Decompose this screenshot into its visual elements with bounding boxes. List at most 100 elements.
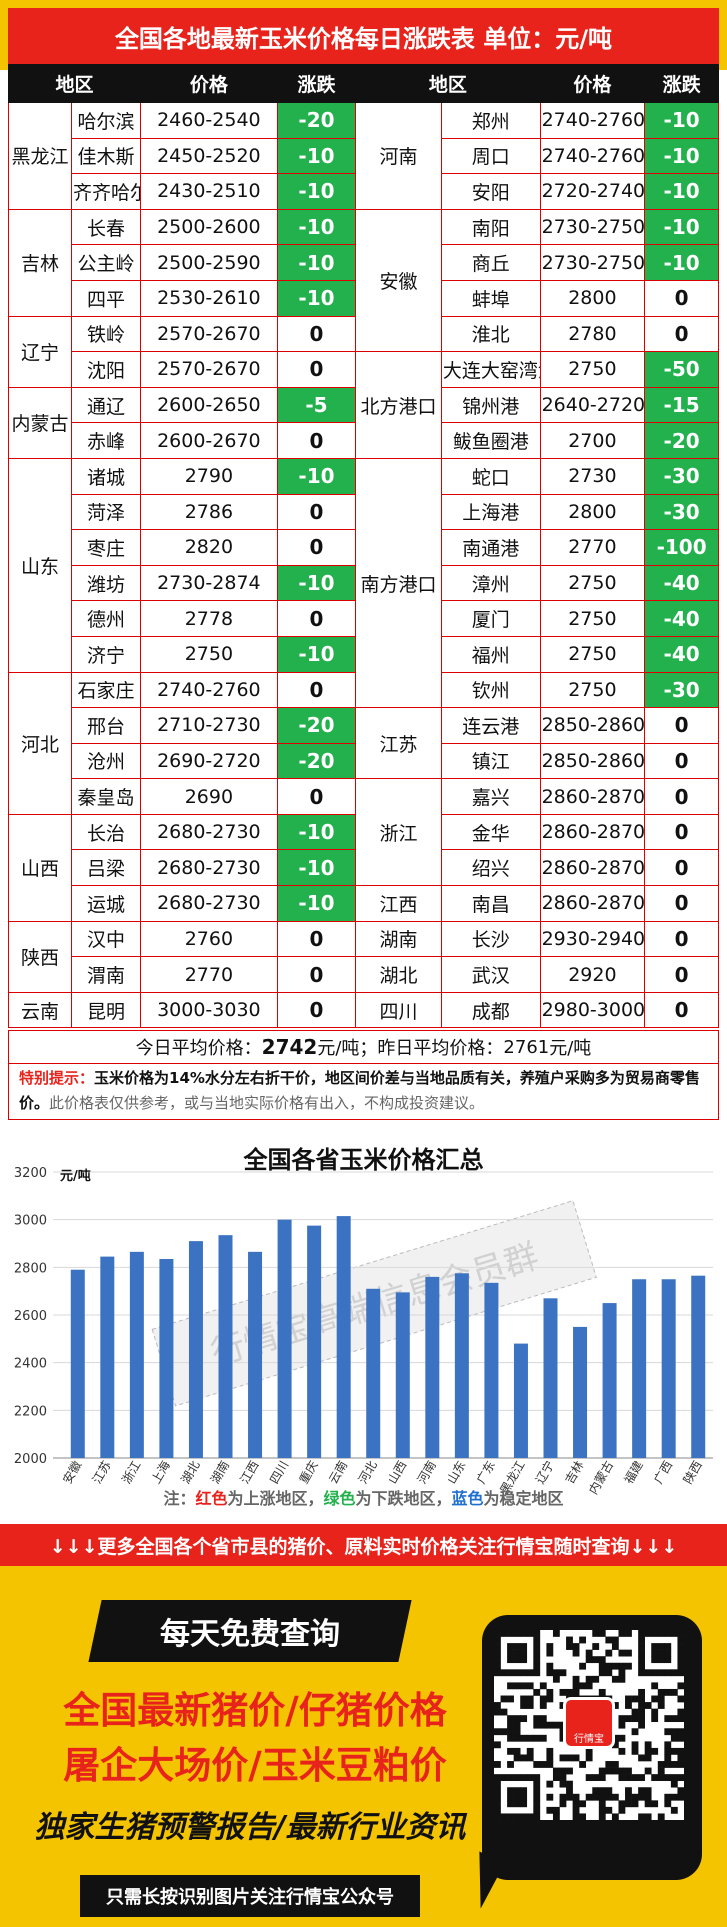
change-cell: -10 [276,813,357,851]
qr-module [533,1734,541,1742]
price-cell: 2850-2860 [539,707,646,744]
qr-module [598,1813,606,1821]
price-cell: 2980-3000 [539,991,646,1029]
qr-code-pattern [494,1630,685,1821]
table-row: 河北 石家庄 2740-2760 0 钦州 2750 -30 [7,671,719,815]
qr-module [651,1708,659,1716]
change-cell: -10 [276,244,357,281]
table-row: 邢台 2710-2730 -20 江苏 连云港 2850-2860 0 [9,707,719,780]
chart-bar [159,1258,174,1458]
qr-module [566,1793,573,1801]
price-cell: 2750 [539,635,646,673]
change-cell: 0 [644,315,719,353]
change-cell: -100 [644,529,719,566]
qr-module [566,1688,573,1696]
qr-module [520,1774,528,1781]
qr-module [507,1761,514,1768]
qr-module [638,1636,645,1644]
change-cell: 0 [644,956,719,993]
table-row: 内蒙古 通辽 2600-2650 -5 锦州港 2640-2720 -15 [7,386,719,459]
qr-module [494,1806,501,1814]
qr-module [631,1715,639,1723]
qr-module [631,1793,639,1801]
change-cell: -20 [276,707,357,744]
chart-bar [188,1241,203,1458]
qr-module [579,1761,587,1768]
chart-bar [129,1251,144,1458]
yesterday-avg-value: 2761 [503,1036,550,1058]
change-cell: -30 [644,457,719,495]
chart-bar [602,1303,617,1458]
price-cell: 2740-2760 [140,671,278,709]
qr-module [644,1630,652,1637]
qr-module [618,1669,626,1677]
region-cell: 山西 [7,813,73,922]
note-t3: 为稳定地区 [483,1489,564,1508]
city-cell: 赤峰 [71,422,141,459]
table-row: 黑龙江 哈尔滨 2460-2540 -20 河南 郑州 2740-2760 -10 [7,102,719,210]
city-cell: 汉中 [71,920,141,958]
qr-module [513,1649,521,1657]
qr-module [552,1630,560,1637]
qr-module [670,1747,678,1755]
qr-module [572,1688,580,1696]
table-row: 济宁 2750 -10 福州 2750 -40 [9,635,719,673]
qr-module [598,1800,606,1808]
qr-module [539,1721,547,1729]
city-cell: 长沙 [440,920,541,958]
qr-module [526,1774,534,1781]
qr-module [513,1715,521,1723]
notice-label: 特别提示： [19,1069,95,1087]
price-cell: 2530-2610 [140,279,278,317]
change-cell: 0 [644,778,719,815]
qr-module [657,1767,665,1775]
qr-module [513,1800,521,1808]
qr-module [513,1721,521,1729]
qr-module [638,1643,645,1650]
qr-module [507,1774,514,1781]
change-cell: 0 [644,813,719,851]
change-cell: -50 [644,351,719,388]
price-cell: 2800 [539,279,646,317]
change-cell: -40 [644,600,719,637]
price-cell: 2700 [539,422,646,459]
table-row: 公主岭 2500-2590 -10 商丘 2730-2750 -10 [9,244,719,281]
qr-module [611,1702,619,1709]
region-cell: 江西 [355,885,442,922]
qr-module [618,1774,626,1781]
qr-module [507,1721,514,1729]
price-cell: 2860-2870 [539,885,646,922]
price-cell: 2750 [539,351,646,388]
qr-module [625,1787,632,1795]
change-cell: 0 [276,956,357,993]
price-cell: 2690 [140,778,278,815]
qr-module [670,1774,678,1781]
qr-module [611,1734,619,1742]
qr-module [657,1688,665,1696]
change-cell: 0 [276,493,357,531]
qr-module [631,1800,639,1808]
qr-module [539,1761,547,1768]
qr-module [625,1662,632,1670]
change-cell: 0 [644,707,719,744]
qr-module [631,1695,639,1703]
yesterday-avg-label: 昨日平均价格： [377,1038,504,1059]
qr-module [651,1656,659,1664]
page-title: 全国各地最新玉米价格每日涨跌表 单位：元/吨 [8,8,719,64]
city-cell: 铁岭 [71,315,141,353]
note-prefix: 注： [163,1489,196,1508]
qr-module [657,1761,665,1768]
qr-module [625,1695,632,1703]
qr-module [638,1708,645,1716]
region-cell: 辽宁 [7,315,73,388]
qr-module [507,1715,514,1723]
change-cell: -40 [644,635,719,673]
city-cell: 镇江 [440,742,541,780]
city-cell: 锦州港 [440,386,541,424]
qr-module [539,1695,547,1703]
city-cell: 蛇口 [440,457,541,495]
table-row: 沧州 2690-2720 -20 镇江 2850-2860 0 [9,742,719,780]
qr-module [572,1800,580,1808]
promo-line-1: 全国最新猪价/仔猪价格 [63,1689,447,1732]
qr-module [572,1682,580,1690]
